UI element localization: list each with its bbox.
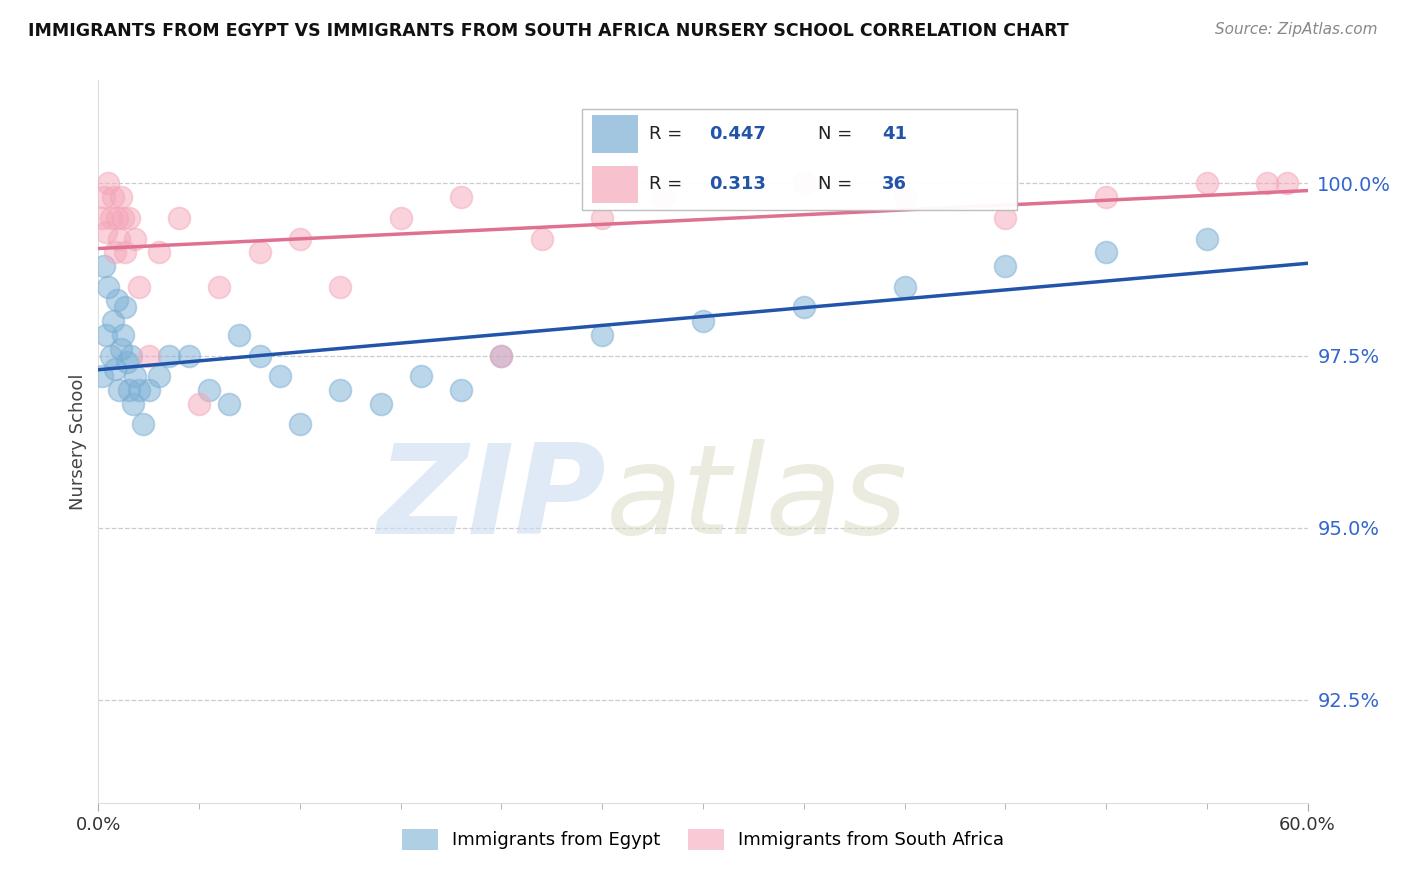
Point	[128, 279, 150, 293]
Point	[994, 211, 1017, 225]
Point	[651, 190, 673, 204]
Point	[188, 397, 211, 411]
Point	[120, 349, 142, 363]
Point	[124, 369, 146, 384]
Text: Source: ZipAtlas.com: Source: ZipAtlas.com	[1215, 22, 1378, 37]
Point	[198, 383, 221, 397]
Point	[138, 349, 160, 363]
Point	[1195, 231, 1218, 245]
Point	[103, 245, 125, 260]
FancyBboxPatch shape	[582, 109, 1018, 211]
Point	[793, 301, 815, 315]
Point	[121, 397, 143, 411]
Point	[138, 383, 160, 397]
Point	[132, 417, 155, 432]
Point	[288, 417, 311, 432]
Point	[115, 355, 138, 369]
Point	[591, 327, 613, 342]
Text: 36: 36	[882, 176, 907, 194]
Text: 0.313: 0.313	[709, 176, 766, 194]
Point	[110, 342, 132, 356]
Point	[128, 383, 150, 397]
FancyBboxPatch shape	[592, 115, 638, 153]
Point	[110, 190, 132, 204]
Point	[218, 397, 240, 411]
Point	[179, 349, 201, 363]
Point	[409, 369, 432, 384]
Point	[105, 211, 128, 225]
Point	[157, 349, 180, 363]
Point	[114, 245, 136, 260]
Text: ZIP: ZIP	[378, 439, 606, 560]
Point	[1095, 245, 1118, 260]
Point	[93, 259, 115, 273]
Point	[97, 177, 120, 191]
Text: N =: N =	[818, 125, 858, 143]
Point	[893, 279, 915, 293]
Point	[208, 279, 231, 293]
Point	[389, 211, 412, 225]
Point	[97, 279, 120, 293]
Point	[450, 190, 472, 204]
Text: IMMIGRANTS FROM EGYPT VS IMMIGRANTS FROM SOUTH AFRICA NURSERY SCHOOL CORRELATION: IMMIGRANTS FROM EGYPT VS IMMIGRANTS FROM…	[28, 22, 1069, 40]
Point	[111, 327, 134, 342]
Point	[96, 225, 118, 239]
FancyBboxPatch shape	[592, 166, 638, 203]
Point	[491, 349, 513, 363]
Point	[269, 369, 291, 384]
Point	[370, 397, 392, 411]
Point	[530, 231, 553, 245]
Point	[148, 245, 170, 260]
Point	[101, 190, 124, 204]
Point	[591, 211, 613, 225]
Point	[118, 211, 141, 225]
Point	[100, 349, 122, 363]
Point	[329, 383, 352, 397]
Point	[994, 259, 1017, 273]
Point	[1195, 177, 1218, 191]
Point	[114, 301, 136, 315]
Point	[148, 369, 170, 384]
Point	[249, 245, 271, 260]
Point	[103, 362, 125, 376]
Point	[249, 349, 271, 363]
Point	[93, 190, 115, 204]
Point	[893, 190, 915, 204]
Point	[228, 327, 250, 342]
Point	[167, 211, 190, 225]
Text: 0.447: 0.447	[709, 125, 766, 143]
Point	[107, 383, 129, 397]
Point	[124, 231, 146, 245]
Point	[91, 211, 114, 225]
Point	[1256, 177, 1278, 191]
Text: R =: R =	[648, 176, 688, 194]
Point	[1277, 177, 1299, 191]
Point	[100, 211, 122, 225]
Point	[111, 211, 134, 225]
Point	[91, 369, 114, 384]
Point	[692, 314, 714, 328]
Text: atlas: atlas	[606, 439, 908, 560]
Text: 41: 41	[882, 125, 907, 143]
Point	[1095, 190, 1118, 204]
Point	[101, 314, 124, 328]
Legend: Immigrants from Egypt, Immigrants from South Africa: Immigrants from Egypt, Immigrants from S…	[392, 820, 1014, 859]
Point	[329, 279, 352, 293]
Text: N =: N =	[818, 176, 858, 194]
Point	[450, 383, 472, 397]
Point	[96, 327, 118, 342]
Point	[288, 231, 311, 245]
Text: R =: R =	[648, 125, 688, 143]
Point	[118, 383, 141, 397]
Point	[107, 231, 129, 245]
Y-axis label: Nursery School: Nursery School	[69, 373, 87, 510]
Point	[105, 293, 128, 308]
Point	[491, 349, 513, 363]
Point	[793, 177, 815, 191]
